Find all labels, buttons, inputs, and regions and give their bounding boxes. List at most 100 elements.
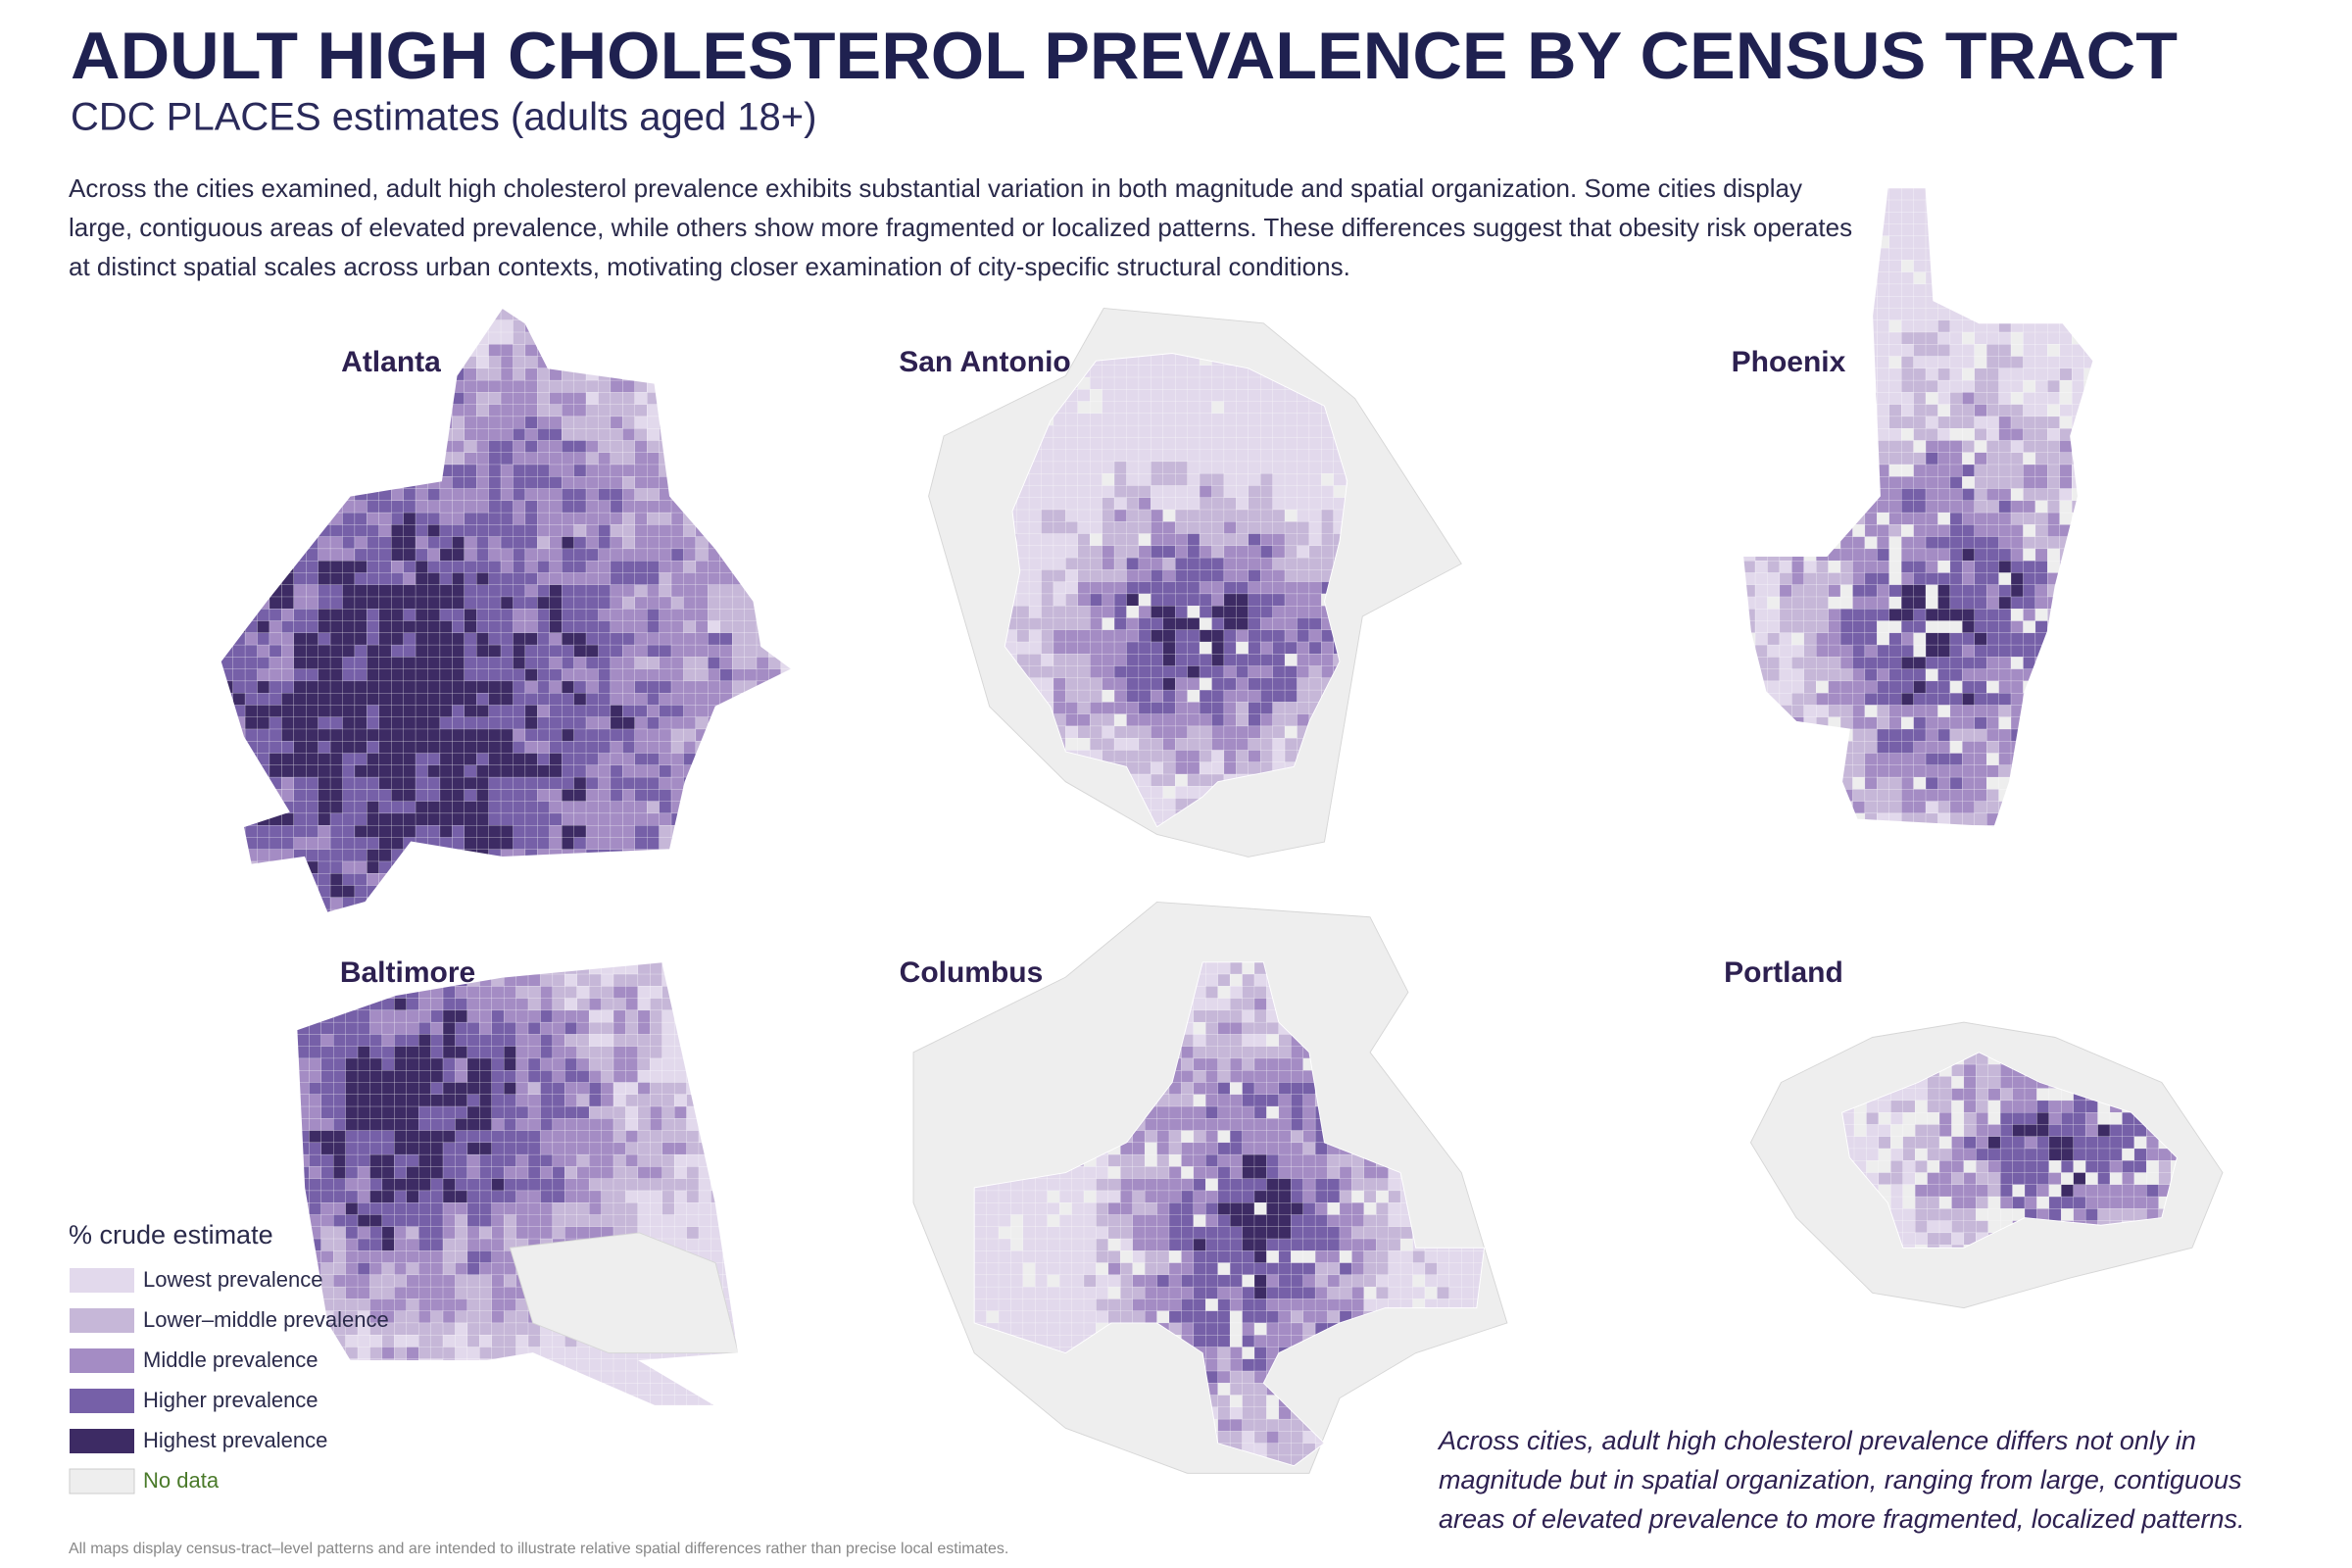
tract — [731, 644, 745, 658]
tract — [306, 680, 318, 694]
tract — [427, 716, 441, 730]
tract — [549, 404, 563, 417]
tract — [1260, 449, 1273, 463]
tract — [306, 668, 318, 682]
tract — [1852, 404, 1866, 417]
tract — [1974, 692, 1987, 706]
tract — [281, 428, 295, 441]
tract — [329, 524, 343, 537]
tract — [342, 812, 356, 826]
tract — [354, 428, 368, 441]
tract — [1949, 692, 1963, 706]
tract — [1260, 437, 1273, 450]
tract — [1985, 199, 1999, 213]
tract — [634, 728, 648, 742]
tract — [1816, 440, 1829, 453]
tract — [585, 801, 599, 814]
tract — [1925, 609, 1938, 621]
tract — [1901, 331, 1914, 345]
tract — [1138, 365, 1152, 378]
tract — [1065, 461, 1079, 474]
tract — [1877, 668, 1889, 682]
tract — [1162, 509, 1176, 522]
tract — [1151, 437, 1163, 450]
tract — [659, 609, 672, 621]
tract — [1791, 392, 1804, 405]
tract — [452, 536, 465, 550]
tract — [1223, 702, 1237, 714]
tract — [2010, 392, 2024, 405]
tract — [1126, 738, 1140, 751]
tract — [1077, 569, 1091, 582]
tract — [1877, 199, 1889, 213]
tract — [257, 873, 270, 886]
tract — [1126, 821, 1140, 827]
tract — [329, 596, 343, 610]
tract — [1852, 464, 1866, 477]
tract — [537, 837, 550, 850]
tract — [1308, 606, 1322, 618]
tract — [329, 764, 343, 778]
tract — [585, 873, 599, 886]
tract — [1333, 809, 1347, 823]
tract — [427, 620, 441, 634]
tract — [1803, 572, 1817, 585]
tract — [464, 632, 477, 646]
tract — [306, 368, 318, 381]
tract — [488, 873, 502, 886]
tract — [1791, 308, 1804, 320]
tract — [1888, 212, 1902, 224]
tract — [659, 572, 672, 585]
tract — [634, 812, 648, 826]
tract — [1102, 821, 1115, 827]
tract — [1913, 705, 1927, 717]
tract — [1260, 654, 1273, 666]
tract — [1151, 689, 1163, 703]
tract — [500, 668, 514, 682]
tract — [524, 416, 538, 429]
tract — [1333, 365, 1347, 378]
tract — [1090, 473, 1102, 486]
tract — [1053, 533, 1066, 547]
tract — [257, 536, 270, 550]
tract — [1090, 617, 1102, 630]
tract — [293, 873, 307, 886]
tract — [1985, 692, 1999, 706]
tract — [537, 860, 550, 874]
tract — [695, 837, 709, 850]
tract — [269, 416, 282, 429]
tract — [1297, 497, 1310, 511]
tract — [1985, 644, 1999, 658]
tract — [1236, 677, 1249, 691]
tract — [610, 500, 623, 514]
tract — [2010, 764, 2024, 778]
tract — [293, 824, 307, 838]
tract — [537, 764, 550, 778]
tract — [731, 548, 745, 562]
tract — [1248, 376, 1261, 390]
tract — [1998, 728, 2012, 742]
tract — [659, 860, 672, 874]
tract — [257, 657, 270, 669]
tract — [1016, 497, 1030, 511]
tract — [318, 716, 331, 730]
tract — [476, 728, 489, 742]
tract — [391, 548, 404, 562]
tract — [269, 632, 282, 646]
tract — [1828, 452, 1841, 466]
tract — [695, 584, 709, 598]
tract — [622, 344, 635, 357]
tract — [1223, 461, 1237, 474]
tract — [1998, 572, 2012, 585]
tract — [1779, 319, 1792, 333]
tract — [708, 524, 720, 537]
tract — [281, 753, 295, 766]
tract — [768, 644, 782, 658]
tract — [1151, 593, 1163, 607]
tract — [1949, 356, 1963, 369]
tract — [2034, 476, 2048, 489]
tract — [1272, 424, 1286, 438]
tract — [1985, 488, 1999, 502]
tract — [1888, 753, 1902, 766]
tract — [768, 812, 782, 826]
